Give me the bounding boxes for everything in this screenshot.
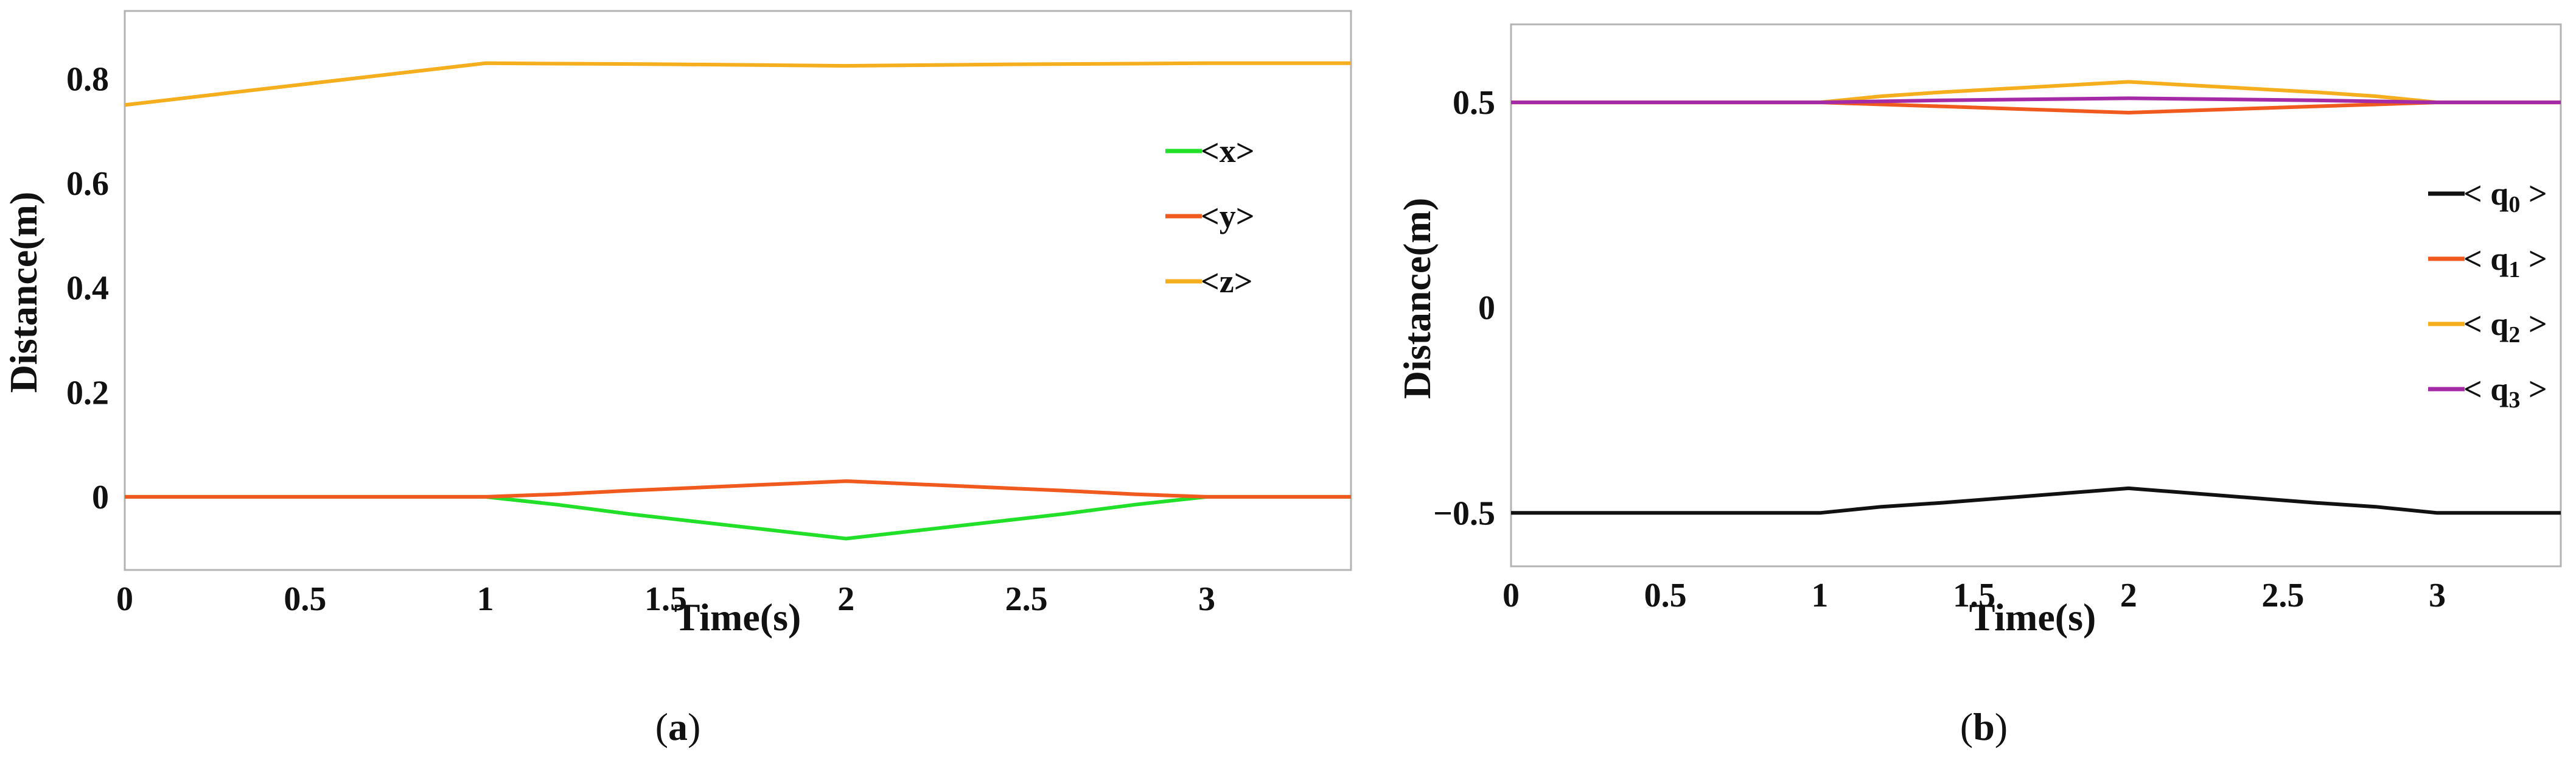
chart-b-caption-letter: b — [1973, 705, 1995, 748]
chart-a-ytick-label: 0.6 — [66, 165, 109, 203]
chart-a-frame — [124, 10, 1352, 571]
chart-a-series — [124, 61, 1351, 541]
chart-b-xtick-label: 1.5 — [1953, 577, 1995, 614]
chart-a-xtick-label: 1 — [477, 580, 494, 618]
chart-b-xtick-label: 0.5 — [1644, 577, 1687, 614]
chart-a-legend: <x> <y> <z> — [1165, 133, 1255, 300]
chart-b-xtick-label: 2 — [2120, 577, 2137, 614]
chart-b-xtick-label: 1 — [1811, 577, 1828, 614]
chart-a-legend-label-2: <z> — [1201, 263, 1253, 300]
chart-b-ytick-label: 0 — [1478, 289, 1495, 327]
chart-b-ytick-label: 0.5 — [1453, 84, 1495, 122]
chart-a-xtick-labels: 0 0.5 1 1.5 2 2.5 3 — [116, 580, 1215, 618]
chart-b-series — [1511, 80, 2561, 515]
chart-b-legend-label-1: < q1 > — [2463, 241, 2547, 283]
chart-b-frame — [1510, 23, 2562, 568]
chart-b-legend-label-3: < q3 > — [2463, 371, 2547, 413]
chart-b-xlabel: Time(s) — [1969, 596, 2096, 639]
chart-b-series-line-3 — [1511, 96, 2561, 105]
chart-a-caption-letter: a — [668, 705, 688, 748]
chart-b-caption-open: ( — [1960, 705, 1973, 748]
chart-a-ytick-labels: 0 0.2 0.4 0.6 0.8 — [66, 61, 109, 516]
chart-a-ytick-label: 0.8 — [66, 61, 109, 99]
chart-b-xtick-label: 3 — [2429, 577, 2446, 614]
chart-b: 0 0.5 1 1.5 2 2.5 3 −0.5 0 0.5 < q0 > < q1 > < q2 … — [1395, 23, 2562, 748]
chart-b-legend-label-0: < q0 > — [2463, 175, 2547, 217]
chart-a-legend-label-0: <x> — [1201, 133, 1255, 169]
chart-a-legend-label-1: <y> — [1201, 198, 1255, 234]
chart-b-xtick-label: 2.5 — [2261, 577, 2304, 614]
chart-a-xtick-label: 0.5 — [284, 580, 326, 618]
chart-a-xtick-label: 3 — [1198, 580, 1215, 618]
chart-a-ytick-label: 0.4 — [66, 270, 109, 308]
chart-a-xlabel: Time(s) — [674, 596, 801, 639]
chart-a-series-line-1 — [125, 479, 1351, 499]
chart-a-xtick-label: 2 — [837, 580, 854, 618]
chart-a-series-line-2 — [124, 61, 1351, 107]
chart-b-ytick-label: −0.5 — [1433, 494, 1495, 532]
chart-a-caption-close: ) — [688, 705, 700, 748]
chart-a-xtick-label: 2.5 — [1005, 580, 1048, 618]
chart-b-ytick-labels: −0.5 0 0.5 — [1433, 84, 1495, 532]
chart-a-ytick-label: 0.2 — [66, 374, 109, 412]
chart-b-caption: (b) — [1960, 705, 2008, 748]
chart-a-series-line-0 — [125, 494, 1351, 541]
chart-b-xtick-labels: 0 0.5 1 1.5 2 2.5 3 — [1503, 577, 2446, 614]
chart-b-series-line-0 — [1511, 486, 2561, 515]
chart-b-caption-close: ) — [1995, 705, 2008, 748]
chart-a-ylabel: Distance(m) — [2, 192, 45, 393]
chart-a: 0 0.5 1 1.5 2 2.5 3 0 0.2 0.4 0.6 0.8 <x> <y> <z> Ti… — [2, 10, 1352, 748]
chart-a-xtick-label: 0 — [116, 580, 133, 618]
chart-b-legend-label-2: < q2 > — [2463, 306, 2547, 348]
chart-a-ytick-label: 0 — [92, 479, 109, 516]
chart-b-ylabel: Distance(m) — [1395, 198, 1439, 399]
chart-a-caption-open: ( — [655, 705, 668, 748]
chart-a-caption: (a) — [655, 705, 701, 748]
chart-b-legend: < q0 > < q1 > < q2 > < q3 > — [2428, 175, 2547, 413]
chart-a-xtick-label: 1.5 — [644, 580, 687, 618]
chart-b-xtick-label: 0 — [1503, 577, 1520, 614]
